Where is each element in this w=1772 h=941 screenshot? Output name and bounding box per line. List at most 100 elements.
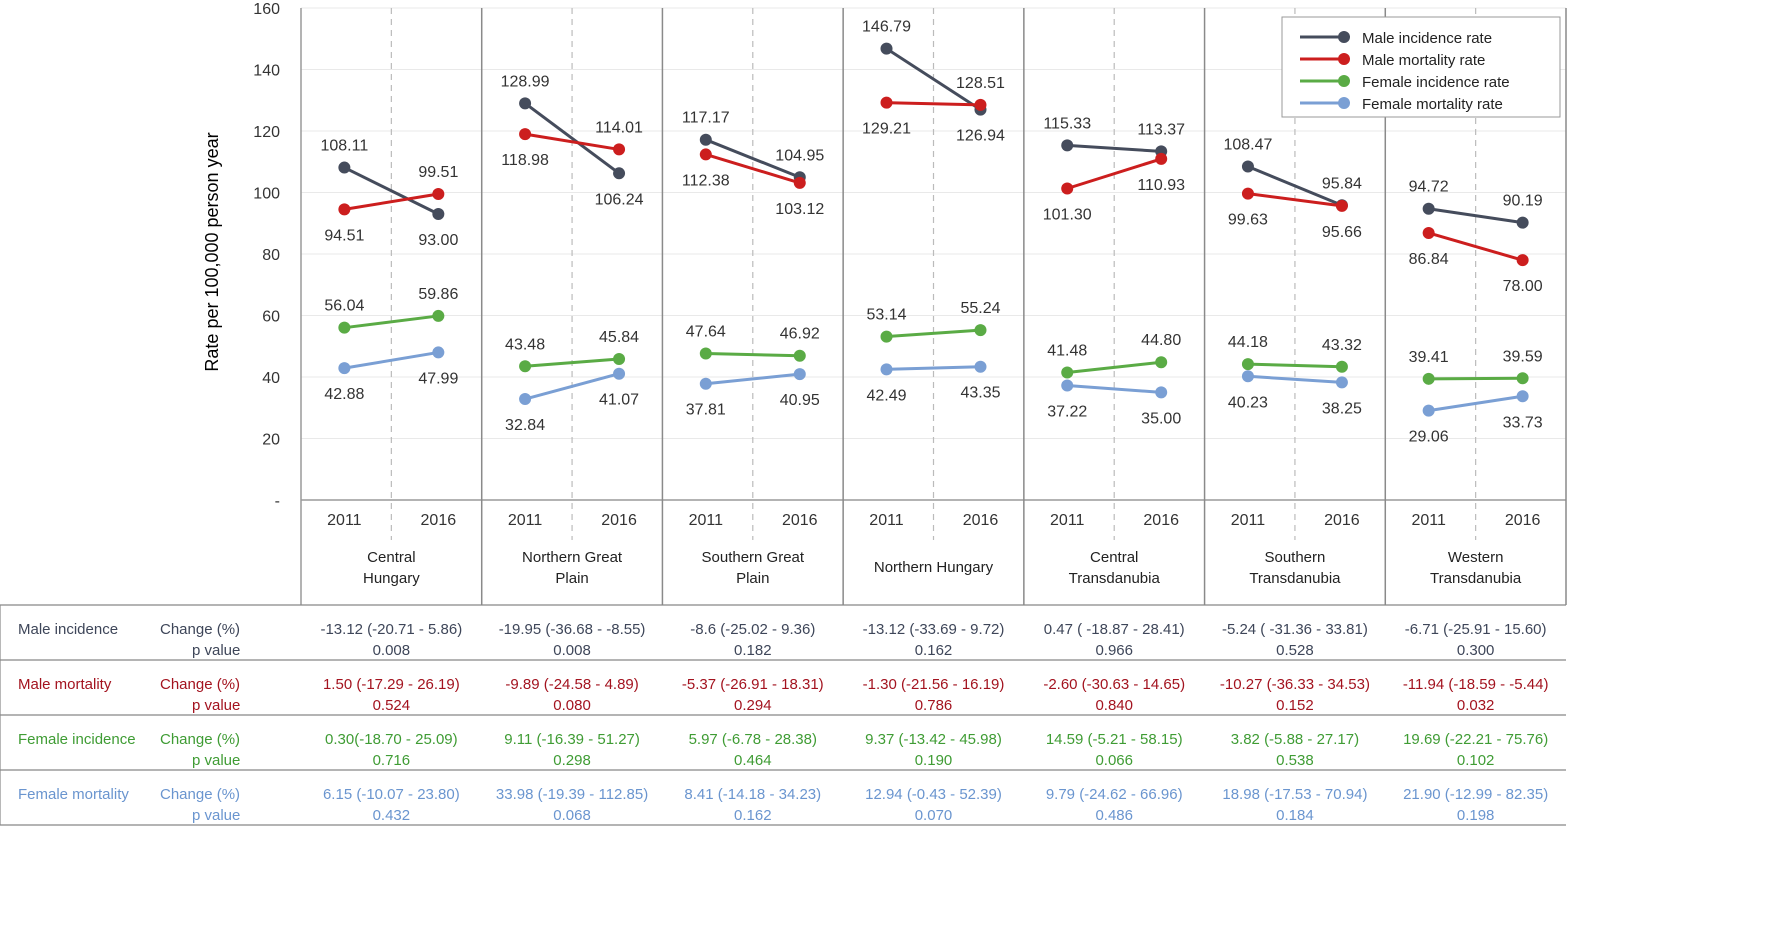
data-point-male-mortality (793, 176, 806, 189)
series-line-female-mortality (886, 365, 981, 371)
data-point-female-mortality (1155, 386, 1168, 399)
table-change-cell: 18.98 (-17.53 - 70.94) (1222, 786, 1367, 803)
table-change-cell: 8.41 (-14.18 - 34.23) (684, 786, 821, 803)
y-axis-title: Rate per 100,000 person year (202, 132, 222, 371)
data-label: 93.00 (418, 232, 458, 249)
data-label: 46.92 (780, 326, 820, 343)
data-label: 106.24 (595, 191, 644, 208)
data-label: 44.80 (1141, 332, 1181, 349)
data-point-female-incidence (1422, 372, 1435, 385)
y-tick-label: 120 (253, 124, 280, 141)
data-point-male-incidence (1241, 160, 1254, 173)
table-change-cell: 19.69 (-22.21 - 75.76) (1403, 731, 1548, 748)
legend-marker (1338, 53, 1350, 65)
legend-entry: Male incidence rate (1362, 30, 1492, 47)
table-change-cell: -1.30 (-21.56 - 16.19) (863, 676, 1005, 693)
data-point-male-mortality (1335, 199, 1348, 212)
data-point-female-mortality (699, 377, 712, 390)
x-tick-label: 2016 (601, 512, 637, 529)
table-change-cell: 21.90 (-12.99 - 82.35) (1403, 786, 1548, 803)
table-p-cell: 0.528 (1276, 642, 1314, 659)
table-change-cell: 9.11 (-16.39 - 51.27) (504, 731, 640, 748)
data-label: 56.04 (324, 298, 364, 315)
table-p-cell: 0.716 (373, 752, 411, 769)
data-point-female-mortality (974, 360, 987, 373)
data-label: 95.66 (1322, 224, 1362, 241)
series-line-female-mortality (524, 372, 620, 401)
table-change-label: Change (%) (160, 676, 240, 693)
data-point-female-incidence (1241, 358, 1254, 371)
legend-entry: Male mortality rate (1362, 52, 1485, 69)
data-label: 90.19 (1503, 193, 1543, 210)
table-change-cell: 5.97 (-6.78 - 28.38) (689, 731, 817, 748)
region-label: Hungary (363, 570, 420, 587)
data-label: 41.07 (599, 392, 639, 409)
table-p-cell: 0.294 (734, 697, 772, 714)
data-point-female-mortality (338, 362, 351, 375)
data-label: 47.99 (418, 370, 458, 387)
series-line-male-mortality (1247, 192, 1343, 208)
table-change-cell: 0.47 ( -18.87 - 28.41) (1044, 621, 1185, 638)
data-label: 101.30 (1043, 207, 1092, 224)
table-p-cell: 0.198 (1457, 807, 1495, 824)
data-point-male-incidence (1422, 202, 1435, 215)
data-label: 38.25 (1322, 400, 1362, 417)
data-label: 146.79 (862, 19, 911, 36)
data-label: 99.51 (418, 164, 458, 181)
table-p-cell: 0.190 (915, 752, 953, 769)
table-p-label: p value (192, 752, 240, 769)
table-p-cell: 0.184 (1276, 807, 1314, 824)
x-tick-label: 2011 (689, 512, 724, 529)
x-tick-label: 2011 (1411, 512, 1446, 529)
y-tick-label: - (275, 493, 280, 510)
series-line-male-mortality (886, 101, 981, 107)
table-p-cell: 0.486 (1095, 807, 1133, 824)
table-row-group: Male incidence (18, 621, 118, 638)
data-label: 78.00 (1503, 278, 1543, 295)
data-label: 43.32 (1322, 337, 1362, 354)
x-tick-label: 2011 (327, 512, 362, 529)
data-point-female-incidence (793, 349, 806, 362)
data-point-female-incidence (432, 309, 445, 322)
data-label: 47.64 (686, 324, 726, 341)
series-line-female-incidence (1247, 362, 1342, 369)
table-p-cell: 0.102 (1457, 752, 1495, 769)
table-p-cell: 0.162 (915, 642, 953, 659)
table-change-cell: 0.30(-18.70 - 25.09) (325, 731, 458, 748)
legend-box (1281, 16, 1561, 118)
legend-marker (1338, 31, 1350, 43)
table-change-cell: 1.50 (-17.29 - 26.19) (323, 676, 460, 693)
table-change-cell: -5.24 ( -31.36 - 33.81) (1222, 621, 1368, 638)
legend-marker (1338, 75, 1350, 87)
table-p-cell: 0.162 (734, 807, 772, 824)
y-tick-label: 80 (262, 247, 280, 264)
series-line-male-mortality (344, 192, 439, 211)
table-row-group: Female incidence (18, 731, 136, 748)
data-point-female-mortality (432, 346, 445, 359)
data-point-male-mortality (880, 96, 893, 109)
table-change-cell: 33.98 (-19.39 - 112.85) (496, 786, 648, 803)
data-point-female-incidence (1516, 372, 1529, 385)
table-row-group: Female mortality (18, 786, 129, 803)
table-change-cell: 12.94 (-0.43 - 52.39) (865, 786, 1002, 803)
series-line-female-incidence (344, 314, 439, 330)
series-line-male-mortality (1066, 157, 1162, 190)
region-label: Southern Great (702, 549, 805, 566)
x-tick-label: 2016 (1143, 512, 1179, 529)
y-tick-label: 20 (262, 432, 280, 449)
region-label: Transdanubia (1069, 570, 1161, 587)
data-point-male-incidence (1516, 216, 1529, 229)
region-label: Western (1448, 549, 1504, 566)
data-label: 95.84 (1322, 175, 1362, 192)
y-tick-label: 60 (262, 309, 280, 326)
table-change-cell: -10.27 (-36.33 - 34.53) (1220, 676, 1370, 693)
x-tick-label: 2016 (421, 512, 457, 529)
table-change-label: Change (%) (160, 786, 240, 803)
table-change-cell: 6.15 (-10.07 - 23.80) (323, 786, 460, 803)
table-p-label: p value (192, 697, 240, 714)
data-label: 115.33 (1043, 115, 1091, 132)
region-label: Northern Great (522, 549, 623, 566)
data-label: 29.06 (1409, 429, 1449, 446)
region-label: Southern (1264, 549, 1325, 566)
table-change-cell: 9.79 (-24.62 - 66.96) (1046, 786, 1183, 803)
